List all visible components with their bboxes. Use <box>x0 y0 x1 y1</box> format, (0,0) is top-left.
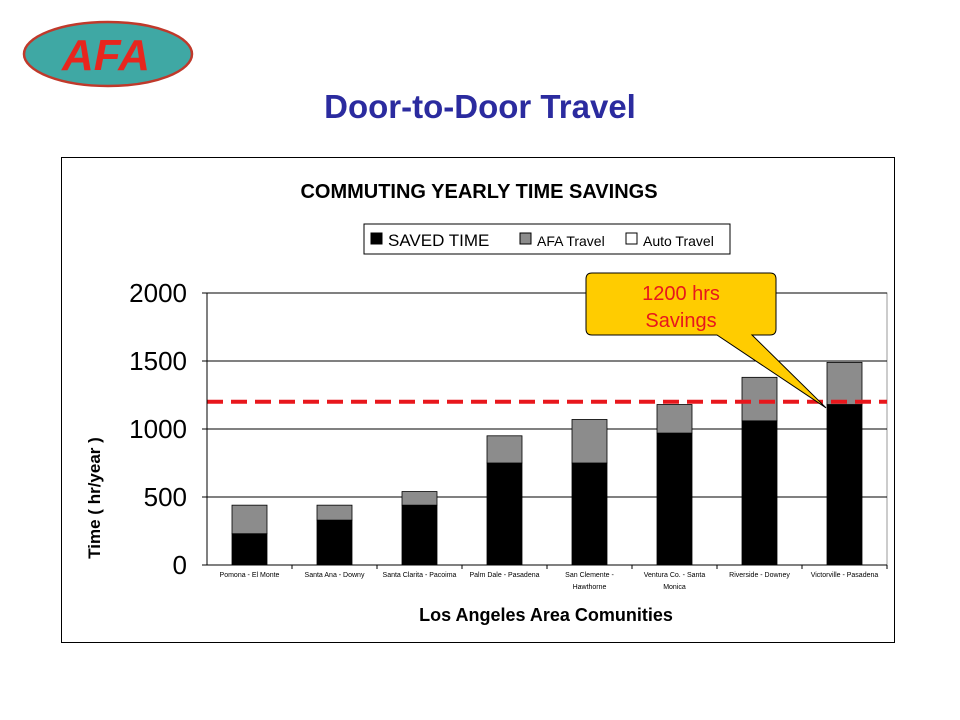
legend-label-afa: AFA Travel <box>537 233 605 249</box>
x-tick-label-4-1: Hawthorne <box>573 584 607 591</box>
bar-afa-4 <box>571 419 608 464</box>
bar-saved-1 <box>316 519 353 566</box>
x-tick-label-7-0: Victorville - Pasadena <box>811 572 879 579</box>
bar-afa-2 <box>401 491 438 506</box>
bar-saved-7 <box>826 404 863 566</box>
logo-ellipse <box>22 20 194 88</box>
chart-title: COMMUTING YEARLY TIME SAVINGS <box>300 181 657 203</box>
callout-text-0: 1200 hrs <box>642 283 720 305</box>
y-tick-label-1: 500 <box>144 482 187 512</box>
callout-text-1: Savings <box>645 310 716 332</box>
y-tick-label-0: 0 <box>173 550 187 580</box>
x-tick-label-5-1: Monica <box>663 584 686 591</box>
logo-text: AFA <box>61 31 150 80</box>
bar-saved-0 <box>231 533 268 566</box>
bar-afa-7 <box>826 361 863 405</box>
legend-label-saved: SAVED TIME <box>388 231 489 250</box>
y-axis-label: Time ( hr/year ) <box>85 437 104 559</box>
bar-afa-1 <box>316 504 353 521</box>
y-tick-label-2: 1000 <box>129 414 187 444</box>
bar-afa-0 <box>231 504 268 535</box>
legend-label-auto: Auto Travel <box>643 233 714 249</box>
x-tick-label-6-0: Riverside - Downey <box>729 572 790 579</box>
legend-swatch-afa <box>519 232 532 245</box>
legend-box <box>363 223 731 255</box>
x-tick-label-5-0: Ventura Co. - Santa <box>644 572 706 579</box>
bar-afa-5 <box>656 404 693 434</box>
x-axis-label: Los Angeles Area Comunities <box>419 605 673 625</box>
y-tick-label-3: 1500 <box>129 346 187 376</box>
bar-saved-4 <box>571 462 608 566</box>
x-tick-label-0-0: Pomona - El Monte <box>220 572 280 579</box>
legend-swatch-auto <box>625 232 638 245</box>
x-tick-label-2-0: Santa Clarita - Pacoima <box>383 572 457 579</box>
bar-saved-2 <box>401 504 438 566</box>
callout-bubble <box>585 272 827 409</box>
slide-title: Door-to-Door Travel <box>324 88 636 125</box>
x-tick-label-4-0: San Clemente - <box>565 572 614 579</box>
legend-swatch-saved <box>370 232 383 245</box>
afa-logo: AFA <box>22 20 194 88</box>
legend: SAVED TIME AFA Travel Auto Travel <box>363 223 731 255</box>
bar-afa-6 <box>741 376 778 422</box>
y-tick-label-4: 2000 <box>129 278 187 308</box>
bar-saved-6 <box>741 420 778 566</box>
bar-saved-5 <box>656 432 693 566</box>
bar-afa-3 <box>486 435 523 464</box>
x-tick-label-3-0: Palm Dale - Pasadena <box>469 572 539 579</box>
chart-frame: COMMUTING YEARLY TIME SAVINGS SAVED TIME… <box>61 157 895 643</box>
bar-saved-3 <box>486 462 523 566</box>
stacked-bar-chart: COMMUTING YEARLY TIME SAVINGS SAVED TIME… <box>85 181 888 625</box>
x-tick-label-1-0: Santa Ana - Downy <box>305 572 365 579</box>
